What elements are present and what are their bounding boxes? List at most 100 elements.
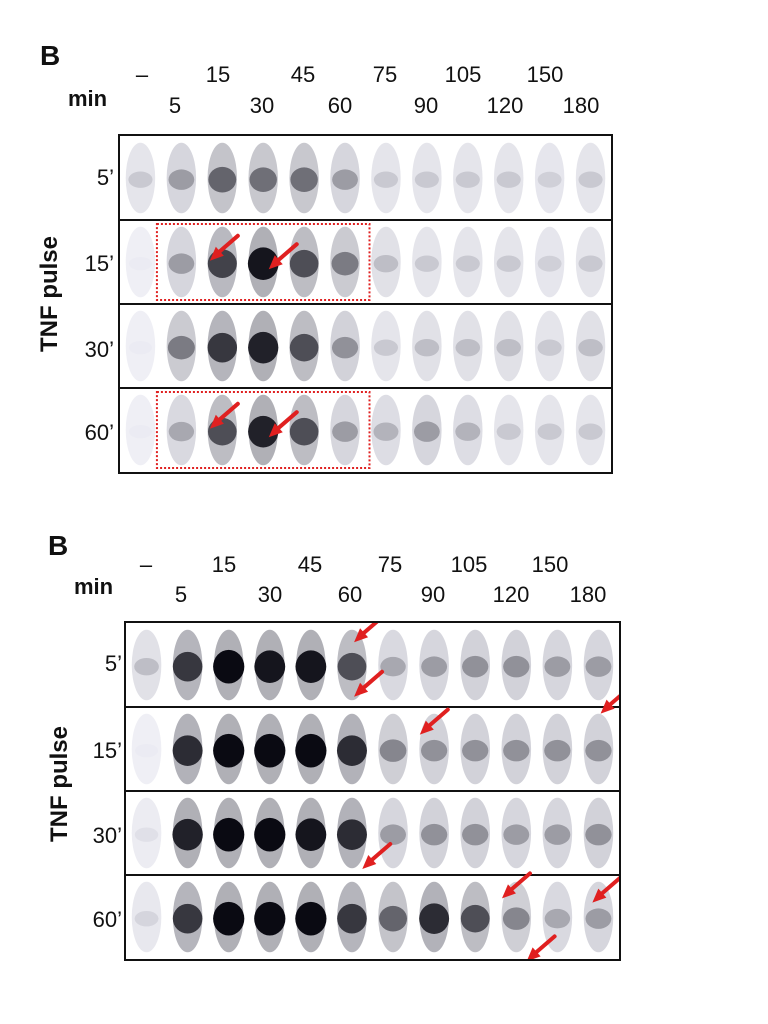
time-label: 120 bbox=[486, 93, 524, 118]
band bbox=[135, 743, 159, 758]
band bbox=[578, 338, 603, 357]
band bbox=[373, 422, 399, 441]
band bbox=[134, 910, 159, 927]
band bbox=[337, 903, 367, 934]
time-label: 105 bbox=[444, 62, 482, 87]
band bbox=[332, 421, 358, 442]
band bbox=[332, 169, 358, 190]
min-label: min bbox=[74, 574, 114, 599]
row-label: 5’ bbox=[96, 165, 114, 190]
band bbox=[578, 255, 603, 272]
band bbox=[331, 336, 359, 359]
band bbox=[248, 415, 279, 448]
band bbox=[168, 253, 195, 274]
band bbox=[172, 818, 203, 851]
time-label: 5 bbox=[168, 93, 182, 118]
band bbox=[336, 819, 367, 850]
blot-panel-top: B min – 15 45 75 105 150 5 30 60 90 120 … bbox=[0, 0, 768, 500]
band bbox=[414, 171, 439, 188]
band bbox=[295, 818, 327, 851]
band bbox=[460, 904, 490, 933]
band bbox=[254, 650, 286, 683]
band bbox=[172, 651, 203, 682]
band bbox=[247, 247, 279, 280]
band bbox=[167, 335, 195, 360]
band bbox=[380, 656, 406, 677]
band bbox=[134, 657, 159, 676]
band bbox=[379, 905, 408, 932]
time-label: 45 bbox=[297, 552, 323, 577]
band bbox=[129, 256, 152, 271]
time-label: – bbox=[135, 62, 149, 87]
band bbox=[168, 169, 195, 190]
band bbox=[503, 739, 530, 762]
time-label: 75 bbox=[372, 62, 398, 87]
band bbox=[503, 655, 530, 678]
band bbox=[544, 908, 571, 929]
band bbox=[462, 739, 489, 762]
band bbox=[168, 421, 195, 442]
band bbox=[413, 421, 440, 442]
band bbox=[128, 171, 153, 188]
band bbox=[421, 656, 448, 677]
band bbox=[129, 340, 152, 355]
band bbox=[496, 171, 521, 188]
band bbox=[172, 735, 203, 766]
band bbox=[420, 739, 448, 762]
band bbox=[537, 423, 562, 440]
blot-image bbox=[124, 621, 621, 961]
band bbox=[337, 652, 367, 681]
red-arrow-icon bbox=[209, 233, 240, 261]
band bbox=[249, 167, 277, 192]
time-label: 45 bbox=[290, 62, 316, 87]
blot-image bbox=[118, 134, 613, 474]
time-label: 150 bbox=[526, 62, 564, 87]
red-arrow-icon bbox=[362, 842, 393, 869]
band bbox=[379, 739, 407, 762]
band bbox=[414, 338, 440, 357]
band bbox=[544, 824, 571, 845]
red-arrow-icon bbox=[354, 669, 385, 697]
time-label: 30 bbox=[257, 582, 283, 607]
band bbox=[496, 423, 521, 440]
band bbox=[289, 417, 319, 446]
band bbox=[373, 171, 399, 188]
time-label: 75 bbox=[377, 552, 403, 577]
band bbox=[544, 656, 571, 677]
band bbox=[462, 823, 489, 846]
band bbox=[295, 733, 327, 768]
band bbox=[455, 338, 481, 357]
band bbox=[254, 901, 286, 936]
axis-title: TNF pulse bbox=[46, 725, 73, 842]
row-label: 15’ bbox=[84, 251, 114, 276]
blot-bands bbox=[126, 623, 619, 959]
red-arrow-icon bbox=[354, 623, 379, 643]
panel-letter: B bbox=[40, 40, 61, 71]
time-label: 180 bbox=[569, 582, 607, 607]
band bbox=[414, 255, 439, 272]
time-label: 90 bbox=[420, 582, 446, 607]
band bbox=[254, 733, 286, 768]
row-label: 5’ bbox=[104, 651, 122, 676]
panel-letter: B bbox=[48, 530, 69, 561]
band bbox=[455, 422, 481, 441]
band bbox=[537, 339, 562, 356]
band bbox=[380, 824, 406, 845]
band bbox=[289, 333, 319, 362]
band bbox=[331, 251, 359, 276]
time-label: 120 bbox=[492, 582, 530, 607]
red-arrow-icon bbox=[268, 242, 299, 270]
red-arrow-icon bbox=[209, 401, 240, 429]
time-label: 60 bbox=[327, 93, 353, 118]
time-label: 30 bbox=[249, 93, 275, 118]
band bbox=[213, 733, 245, 768]
red-arrow-icon bbox=[600, 694, 619, 714]
band bbox=[503, 824, 530, 845]
red-arrow-icon bbox=[527, 934, 557, 959]
row-label: 15’ bbox=[92, 738, 122, 763]
band bbox=[585, 908, 612, 929]
band bbox=[213, 649, 245, 684]
band bbox=[544, 739, 571, 762]
row-label: 60’ bbox=[92, 907, 122, 932]
